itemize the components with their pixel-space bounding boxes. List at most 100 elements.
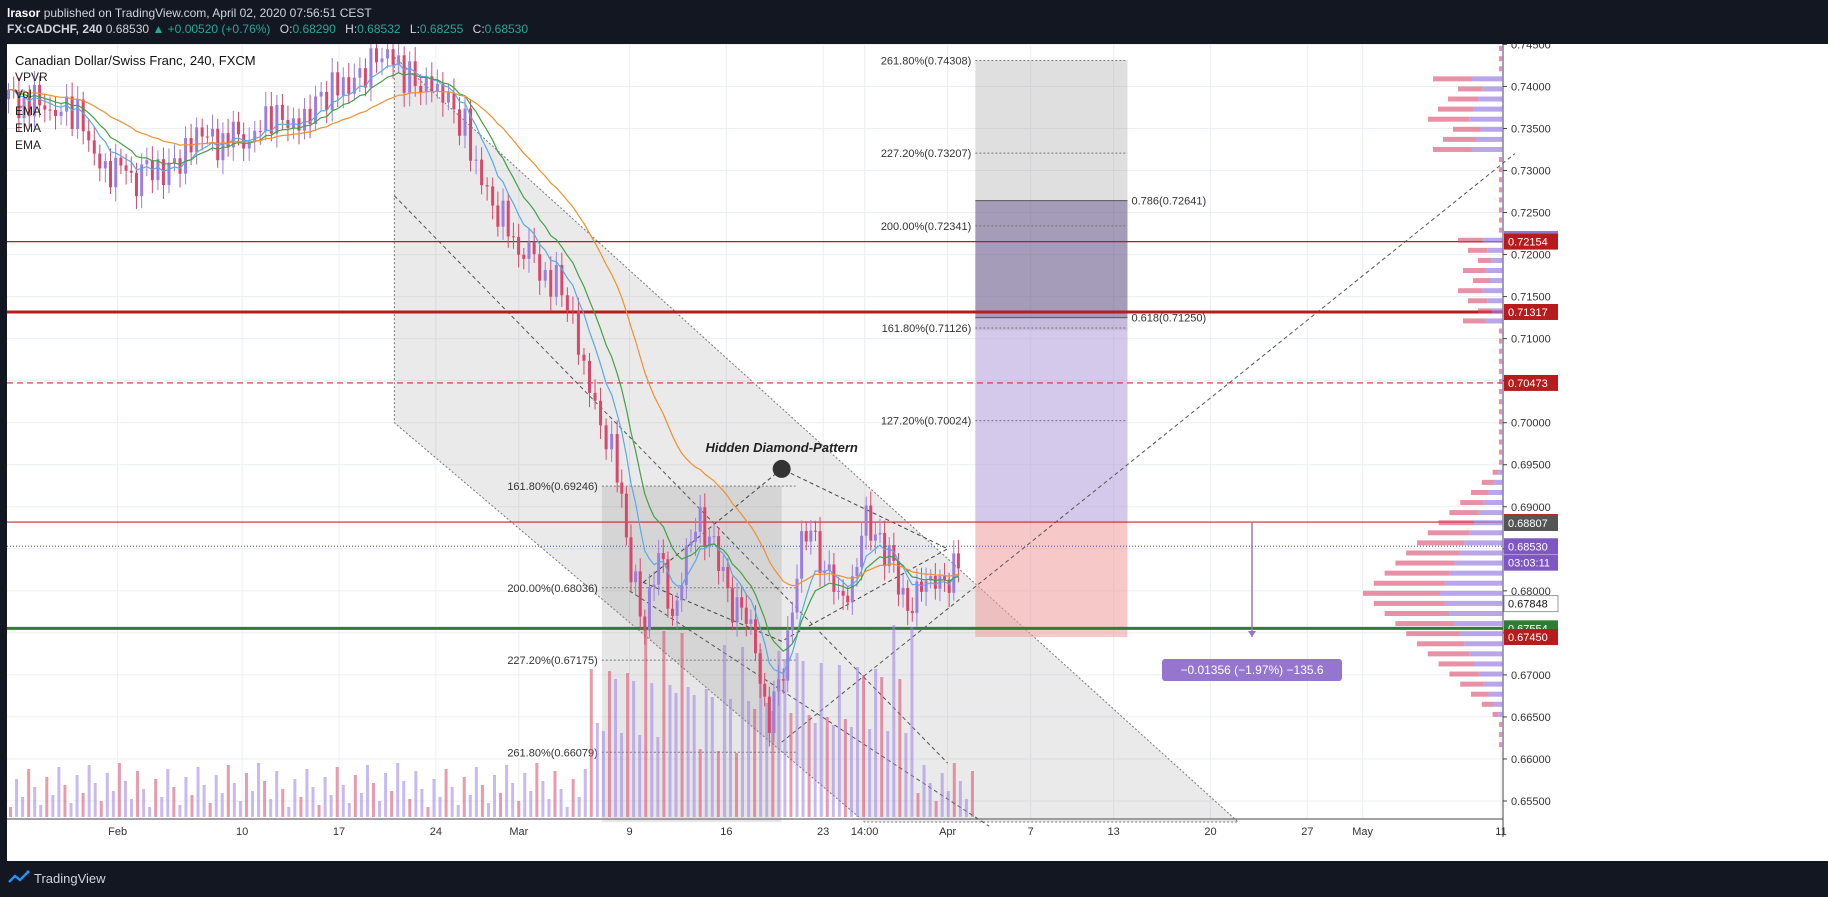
up-arrow-icon: ▲ — [152, 22, 165, 36]
volume-bar — [577, 797, 581, 817]
stop-zone — [975, 522, 1128, 638]
candle-body — [712, 536, 716, 538]
author-name[interactable]: lrasor — [7, 6, 41, 20]
candle-body — [538, 254, 542, 281]
vpvr-bar-sell — [1463, 268, 1485, 274]
volume-bar — [698, 749, 702, 817]
candle-body — [873, 534, 877, 541]
volume-bar — [541, 781, 545, 817]
chart-area[interactable]: 0.74500 0.74000 0.73500 0.73000 0.72500 0.720… — [7, 34, 1828, 861]
vpvr-bar-sell — [1499, 207, 1502, 213]
volume-bar — [39, 805, 43, 817]
candle-body — [610, 433, 614, 450]
vpvr-bar-buy — [1483, 500, 1503, 506]
price-tick-label: 0.74500 — [1511, 44, 1551, 51]
vpvr-bar-buy — [1471, 146, 1503, 152]
publish-info: published on TradingView.com, April 02, … — [43, 6, 372, 20]
legend-item-ema-1[interactable]: EMA — [15, 104, 42, 118]
price-chart[interactable]: 0.74500 0.74000 0.73500 0.73000 0.72500 0.720… — [7, 34, 1828, 861]
candle-body — [571, 310, 575, 312]
volume-bar — [480, 785, 484, 817]
vpvr-bar-buy — [1478, 510, 1503, 516]
candle-body — [800, 531, 804, 579]
legend-item-ema-3[interactable]: EMA — [15, 138, 42, 152]
vpvr-bar-sell — [1449, 671, 1479, 677]
candle-body — [599, 400, 603, 426]
candle-body — [818, 531, 822, 573]
vpvr-bar-sell — [1481, 701, 1494, 707]
vpvr-bar-buy — [1501, 439, 1503, 445]
legend-item-vpvr[interactable]: VPVR — [15, 70, 48, 84]
candle-body — [413, 61, 417, 86]
volume-bar — [444, 769, 448, 817]
volume-bar — [831, 725, 835, 817]
candle-body — [124, 165, 128, 171]
volume-bar — [456, 805, 460, 817]
vpvr-bar-buy — [1501, 378, 1503, 384]
candle-body — [855, 566, 859, 577]
vpvr-bar-sell — [1499, 348, 1502, 354]
publish-header: lrasor published on TradingView.com, Apr… — [0, 0, 1828, 44]
price-tick-label: 0.69000 — [1511, 502, 1551, 514]
vpvr-bar-sell — [1417, 540, 1465, 546]
ema-slow-line — [8, 89, 959, 587]
vpvr-bar-buy — [1501, 742, 1503, 748]
candle-body — [369, 48, 373, 88]
candle-body — [435, 83, 439, 92]
brand-name[interactable]: TradingView — [34, 871, 106, 886]
candle-body — [560, 264, 564, 296]
volume-bar — [214, 775, 218, 817]
volume-bar — [323, 777, 327, 817]
candle-body — [624, 493, 628, 538]
candle-body — [341, 77, 345, 96]
candle-body — [195, 127, 199, 153]
price-tick-label: 0.72500 — [1511, 208, 1551, 220]
fib-left-label: 161.80%(0.69246) — [507, 481, 598, 493]
volume-bar — [81, 793, 85, 817]
volume-bar — [160, 797, 164, 817]
volume-bar — [843, 719, 847, 817]
vpvr-bar-buy — [1482, 86, 1503, 92]
candle-body — [634, 571, 638, 583]
price-axis-badge-label: 0.72154 — [1508, 237, 1548, 249]
candle-body — [226, 133, 230, 148]
high-label: H: — [345, 22, 358, 36]
volume-bar — [771, 711, 775, 817]
vpvr-bar-buy — [1489, 278, 1503, 284]
vpvr-bar-buy — [1491, 257, 1503, 263]
time-tick-label: Mar — [509, 826, 528, 838]
candle-body — [480, 159, 484, 186]
trend-line — [781, 153, 1516, 743]
volume-bar — [33, 787, 37, 817]
price-axis-badge — [1504, 538, 1558, 555]
candle-body — [795, 578, 799, 613]
tradingview-logo-icon[interactable] — [8, 870, 30, 886]
volume-bar — [154, 779, 158, 817]
candle-body — [402, 55, 406, 93]
volume-bar — [93, 783, 97, 817]
vpvr-bar-buy — [1501, 46, 1503, 52]
price-tick-label: 0.71000 — [1511, 334, 1551, 346]
candle-body — [391, 49, 395, 65]
candle-body — [76, 99, 80, 129]
candle-body — [943, 576, 947, 580]
candle-body — [308, 108, 312, 125]
vpvr-bar-buy — [1501, 399, 1503, 405]
volume-bar — [51, 795, 55, 817]
legend-item-ema-2[interactable]: EMA — [15, 121, 42, 135]
vpvr-bar-buy — [1501, 177, 1503, 183]
candle-body — [717, 536, 721, 572]
candle-body — [860, 535, 864, 567]
volume-bar — [251, 791, 254, 817]
legend-item-volume[interactable]: Vol — [15, 87, 32, 101]
fib-right-label: 161.80%(0.71126) — [882, 323, 972, 335]
candle-body — [430, 76, 434, 92]
volume-bar — [75, 775, 79, 817]
candle-body — [647, 586, 651, 631]
candle-body — [92, 140, 96, 154]
candle-body — [173, 158, 176, 163]
vpvr-bar-buy — [1485, 268, 1503, 274]
volume-bar — [958, 781, 962, 817]
price-axis-badge-label: 0.71317 — [1508, 307, 1548, 319]
volume-bar — [529, 791, 533, 817]
